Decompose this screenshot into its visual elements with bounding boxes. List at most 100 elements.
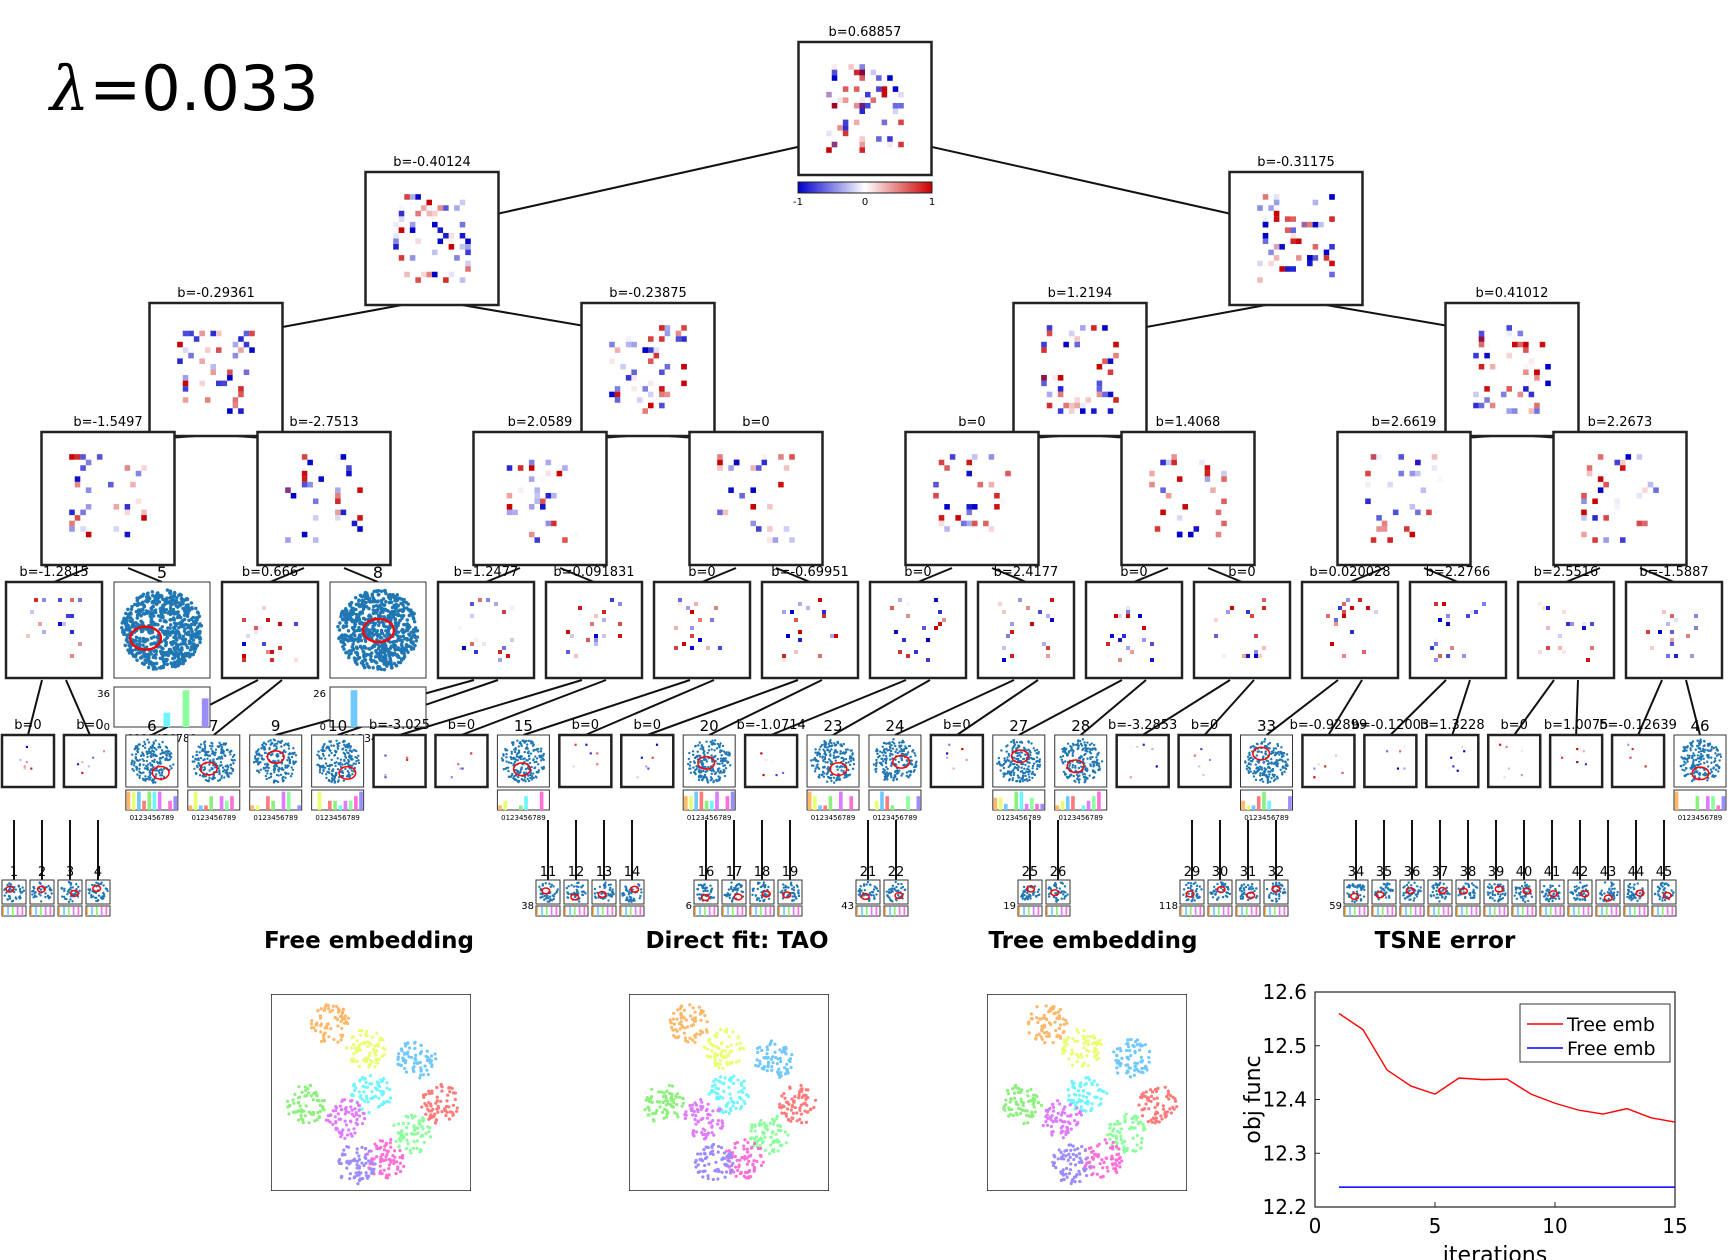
- hist-bar: [137, 792, 141, 810]
- weight-cell: [1581, 532, 1587, 538]
- leaf-point: [907, 776, 909, 778]
- weight-cell: [717, 454, 723, 460]
- leaf-point: [363, 645, 366, 648]
- weight-cell: [81, 761, 83, 763]
- colorbar-tick: 1: [929, 197, 935, 208]
- leaf-point: [1092, 765, 1094, 767]
- leaf-point: [698, 769, 700, 771]
- weight-cell: [642, 386, 648, 392]
- weight-cell: [1518, 392, 1524, 398]
- node-label: b=0: [1501, 718, 1528, 733]
- leaf-point: [1250, 770, 1252, 772]
- leaf-point: [415, 639, 418, 642]
- hist-bar: [194, 792, 198, 810]
- leaf-point: [380, 589, 383, 592]
- leaf-point: [351, 773, 353, 775]
- weight-cell: [216, 347, 222, 353]
- leaf-point: [199, 746, 201, 748]
- leaf-point: [1257, 767, 1259, 769]
- leaf-point: [1069, 745, 1071, 747]
- leaf-point: [358, 762, 360, 764]
- leaf-point: [349, 747, 351, 749]
- leaf-point: [1718, 759, 1720, 761]
- weight-cell: [698, 638, 702, 642]
- leaf-point: [136, 773, 138, 775]
- weight-cell: [665, 364, 671, 370]
- leaf-point: [692, 750, 694, 752]
- leaf-point: [1269, 781, 1271, 783]
- hist-bar: [829, 796, 833, 810]
- weight-box-frame: [1194, 582, 1290, 678]
- weight-cell: [1670, 642, 1674, 646]
- weight-cell: [1529, 364, 1535, 370]
- weight-cell: [939, 521, 945, 527]
- leaf-point: [371, 666, 374, 669]
- leaf-point: [196, 751, 198, 753]
- hist-bar: [839, 792, 843, 810]
- leaf-point: [837, 741, 839, 743]
- weight-cell: [410, 227, 416, 233]
- leaf-point: [369, 632, 372, 635]
- leaf-point: [136, 768, 138, 770]
- weight-cell: [1047, 325, 1053, 331]
- weight-cell: [1421, 487, 1427, 493]
- weight-cell: [1466, 614, 1470, 618]
- leaf-point: [882, 768, 884, 770]
- weight-cell: [876, 70, 882, 76]
- leaf-point: [378, 603, 381, 606]
- leaf-point: [1717, 753, 1719, 755]
- weight-cell: [939, 515, 945, 521]
- leaf-point: [162, 663, 165, 666]
- weight-cell: [1490, 364, 1496, 370]
- leaf-point: [880, 758, 882, 760]
- leaf-point: [344, 763, 346, 765]
- leaf-point: [1276, 752, 1278, 754]
- leaf-point: [293, 752, 295, 754]
- weight-cell: [1086, 397, 1092, 403]
- leaf-point: [345, 749, 347, 751]
- weight-cell: [1450, 757, 1452, 759]
- leaf-point: [534, 766, 536, 768]
- weight-cell: [1041, 375, 1047, 381]
- leaf-point: [143, 659, 146, 662]
- weight-cell: [1546, 606, 1550, 610]
- leaf-point: [1711, 746, 1713, 748]
- leaf-point: [999, 769, 1001, 771]
- leaf-point: [889, 745, 891, 747]
- leaf-point: [147, 595, 150, 598]
- l5-node: b=1.3228: [1420, 718, 1485, 787]
- weight-cell: [216, 381, 222, 387]
- weight-cell: [1662, 610, 1666, 614]
- leaf-point: [1285, 764, 1287, 766]
- leaf-point: [139, 656, 142, 659]
- l5-histogram: [126, 790, 178, 810]
- weight-cell: [1518, 342, 1524, 348]
- weight-cell: [183, 347, 189, 353]
- leaf-point: [172, 763, 174, 765]
- leaf-point: [851, 754, 853, 756]
- weight-cell: [506, 654, 510, 658]
- weight-cell: [778, 482, 784, 488]
- leaf-point: [343, 760, 345, 762]
- weight-cell: [1362, 650, 1366, 654]
- leaf-point: [210, 747, 212, 749]
- weight-cell: [194, 336, 200, 342]
- leaf-point: [1246, 765, 1248, 767]
- leaf-point: [388, 650, 391, 653]
- leaf-point: [821, 773, 823, 775]
- leaf-point: [195, 621, 198, 624]
- leaf-point: [511, 773, 513, 775]
- weight-cell: [961, 521, 967, 527]
- leaf-point: [382, 622, 385, 625]
- l5-node: b=0: [559, 718, 611, 787]
- weight-cell: [767, 526, 773, 532]
- weight-cell: [510, 638, 514, 642]
- leaf-point: [1706, 761, 1708, 763]
- leaf-point: [1083, 754, 1085, 756]
- weight-cell: [767, 537, 773, 543]
- leaf-point: [1275, 747, 1277, 749]
- leaf-point: [1696, 745, 1698, 747]
- weight-cell: [631, 375, 637, 381]
- leaf-point: [1008, 753, 1010, 755]
- leaf-point: [324, 757, 326, 759]
